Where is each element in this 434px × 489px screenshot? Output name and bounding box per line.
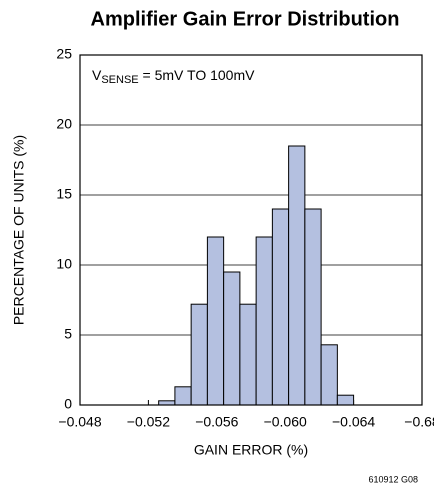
x-axis-label: GAIN ERROR (%) bbox=[194, 442, 308, 458]
bar bbox=[271, 208, 290, 406]
footnote: 610912 G08 bbox=[368, 474, 418, 484]
bar bbox=[223, 271, 241, 406]
x-tick-label: −0.052 bbox=[127, 414, 170, 430]
annotation-main: V bbox=[92, 67, 102, 83]
x-tick-label: −0.68 bbox=[404, 414, 434, 430]
bar bbox=[336, 394, 355, 406]
y-tick-label: 10 bbox=[56, 256, 72, 272]
x-tick-label: −0.048 bbox=[58, 414, 101, 430]
x-tick-label: −0.060 bbox=[264, 414, 307, 430]
y-tick-label: 20 bbox=[56, 116, 72, 132]
bar bbox=[190, 303, 208, 406]
annotation-rest: = 5mV TO 100mV bbox=[139, 67, 255, 83]
y-tick-label: 15 bbox=[56, 186, 72, 202]
bar bbox=[304, 208, 322, 406]
bar bbox=[255, 236, 273, 406]
y-tick-label: 5 bbox=[64, 326, 72, 342]
annotation: VSENSE = 5mV TO 100mV bbox=[92, 67, 255, 86]
chart-title: Amplifier Gain Error Distribution bbox=[91, 8, 400, 30]
y-tick-label: 25 bbox=[56, 46, 72, 62]
plot-frame bbox=[79, 54, 423, 406]
x-tick-label: −0.056 bbox=[195, 414, 238, 430]
y-tick-label: 0 bbox=[64, 396, 72, 412]
bar bbox=[174, 386, 192, 406]
bar bbox=[239, 303, 257, 406]
annotation-subscript: SENSE bbox=[101, 74, 138, 86]
bar bbox=[206, 236, 225, 406]
bar bbox=[158, 400, 176, 406]
y-axis-label: PERCENTAGE OF UNITS (%) bbox=[11, 135, 27, 325]
bar bbox=[320, 344, 338, 406]
x-tick-label: −0.064 bbox=[332, 414, 375, 430]
bar bbox=[288, 145, 306, 406]
